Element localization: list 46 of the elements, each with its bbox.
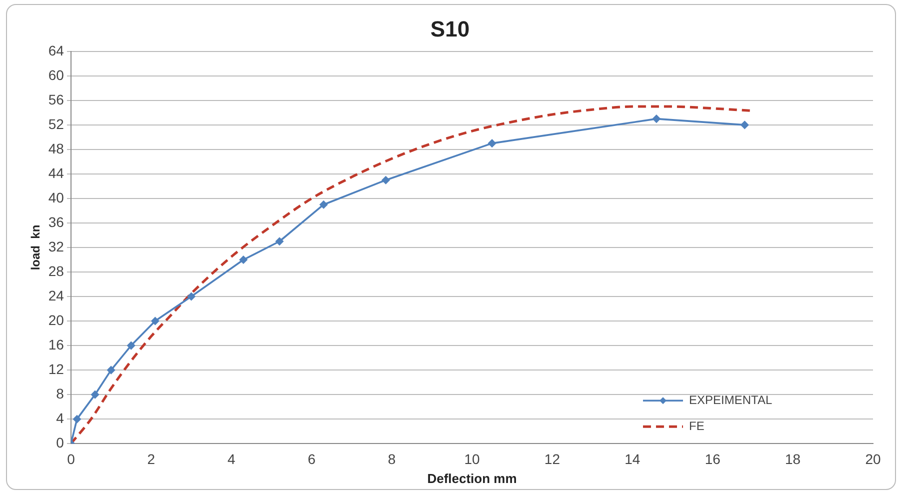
point — [151, 317, 160, 325]
x-tick-label: 2 — [147, 450, 156, 467]
x-tick-label: 0 — [67, 450, 76, 467]
point — [652, 114, 660, 123]
point — [73, 415, 81, 423]
point — [382, 176, 390, 184]
point — [107, 366, 115, 374]
y-tick-label: 60 — [48, 66, 64, 83]
y-tick-label: 64 — [48, 42, 64, 58]
x-tick-label: 4 — [227, 450, 236, 467]
chart-title: S10 — [430, 16, 470, 42]
x-tick-label: 16 — [704, 450, 721, 467]
x-tick-label: 10 — [464, 450, 480, 467]
point — [187, 292, 196, 300]
x-tick-label: 20 — [865, 450, 881, 467]
y-tick-label: 20 — [48, 312, 64, 328]
y-tick-label: 24 — [48, 287, 64, 304]
point — [740, 121, 749, 129]
y-tick-label: 32 — [48, 238, 64, 254]
point — [240, 256, 248, 264]
x-tick-label: 6 — [308, 450, 316, 467]
point — [488, 139, 496, 148]
point — [91, 390, 99, 398]
y-tick-label: 4 — [56, 410, 64, 426]
y-tick-label: 28 — [48, 262, 64, 279]
legend-label: FE — [689, 418, 704, 433]
point — [127, 342, 136, 350]
y-tick-label: 52 — [48, 116, 64, 132]
x-axis-title: Deflection mm — [427, 470, 517, 486]
point — [276, 237, 284, 246]
x-tick-label: 8 — [388, 450, 396, 467]
y-tick-label: 16 — [48, 336, 64, 352]
y-axis-title: load kn — [28, 224, 43, 270]
y-tick-label: 12 — [48, 360, 64, 377]
y-tick-label: 40 — [48, 189, 64, 206]
y-tick-label: 36 — [48, 214, 64, 230]
x-tick-label: 14 — [624, 450, 640, 467]
y-tick-label: 0 — [56, 434, 64, 450]
x-tick-label: 12 — [544, 450, 560, 467]
y-tick-label: 8 — [56, 385, 64, 402]
point — [320, 200, 328, 209]
legend-label: EXPEIMENTAL — [689, 392, 772, 407]
x-tick-label: 18 — [785, 450, 801, 467]
y-tick-label: 56 — [48, 91, 64, 108]
y-tick-label: 48 — [48, 140, 64, 156]
y-tick-label: 44 — [48, 164, 64, 181]
